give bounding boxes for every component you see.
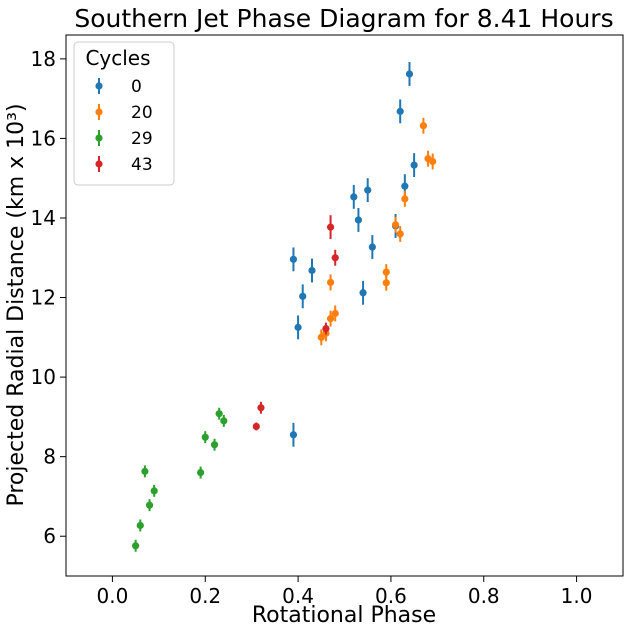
x-tick-label: 0.2	[189, 584, 221, 608]
data-point	[299, 292, 307, 300]
data-point	[350, 193, 358, 201]
data-point	[289, 431, 298, 439]
x-tick-label: 0.4	[282, 584, 314, 608]
data-point	[419, 122, 428, 130]
legend-marker	[95, 82, 103, 90]
data-point	[382, 268, 390, 276]
data-point	[396, 230, 404, 238]
legend-title: Cycles	[85, 46, 150, 70]
legend-label: 20	[131, 103, 153, 123]
data-point	[368, 243, 376, 251]
y-tick-label: 16	[31, 126, 56, 150]
y-axis-label: Projected Radial Distance (km x 10³)	[4, 103, 29, 506]
data-point	[132, 542, 140, 550]
data-point	[326, 315, 335, 323]
data-point	[326, 223, 335, 231]
legend-frame	[73, 41, 175, 186]
data-point	[215, 410, 223, 418]
y-tick-label: 14	[31, 206, 56, 230]
data-point	[197, 468, 205, 477]
y-tick-label: 8	[43, 445, 56, 469]
legend-marker	[95, 108, 103, 116]
legend-label: 29	[131, 129, 153, 149]
y-tick-label: 18	[31, 47, 56, 71]
data-point	[322, 324, 330, 333]
data-point	[289, 255, 298, 263]
x-axis-label: Rotational Phase	[252, 603, 436, 628]
data-point	[326, 278, 335, 287]
y-tick-label: 10	[31, 365, 56, 389]
x-tick-label: 1.0	[561, 584, 593, 608]
data-point	[401, 195, 409, 203]
data-point	[257, 404, 265, 412]
chart-title: Southern Jet Phase Diagram for 8.41 Hour…	[74, 4, 613, 33]
data-point	[294, 323, 302, 331]
data-point	[201, 433, 209, 441]
data-point	[359, 289, 367, 297]
data-point	[331, 254, 339, 262]
legend-label: 43	[131, 155, 153, 175]
y-tick-label: 6	[43, 524, 56, 548]
x-tick-label: 0.8	[468, 584, 500, 608]
x-tick-label: 0.6	[375, 584, 407, 608]
legend: Cycles 0 20 29 43	[73, 41, 175, 186]
data-point	[331, 309, 339, 318]
data-point	[405, 70, 414, 78]
data-point	[210, 441, 219, 449]
legend-marker	[95, 160, 103, 168]
data-point	[252, 422, 260, 431]
series-43	[252, 215, 339, 431]
data-point	[136, 521, 144, 530]
x-tick-label: 0.0	[97, 584, 129, 608]
y-tick-label: 12	[31, 286, 56, 310]
data-point	[308, 266, 316, 275]
data-point	[145, 501, 154, 509]
legend-marker	[95, 134, 103, 142]
data-point	[150, 487, 158, 495]
data-point	[141, 467, 149, 475]
data-point	[382, 279, 390, 287]
legend-label: 0	[131, 77, 142, 97]
plot-frame	[65, 34, 624, 577]
series-29	[132, 407, 228, 552]
data-point	[364, 186, 372, 194]
data-point	[396, 107, 404, 115]
data-point	[401, 182, 409, 190]
data-point	[429, 157, 437, 166]
data-point	[354, 216, 363, 224]
data-point	[220, 417, 228, 425]
data-point	[410, 161, 418, 169]
data-point	[391, 221, 400, 229]
series-0	[289, 62, 418, 447]
